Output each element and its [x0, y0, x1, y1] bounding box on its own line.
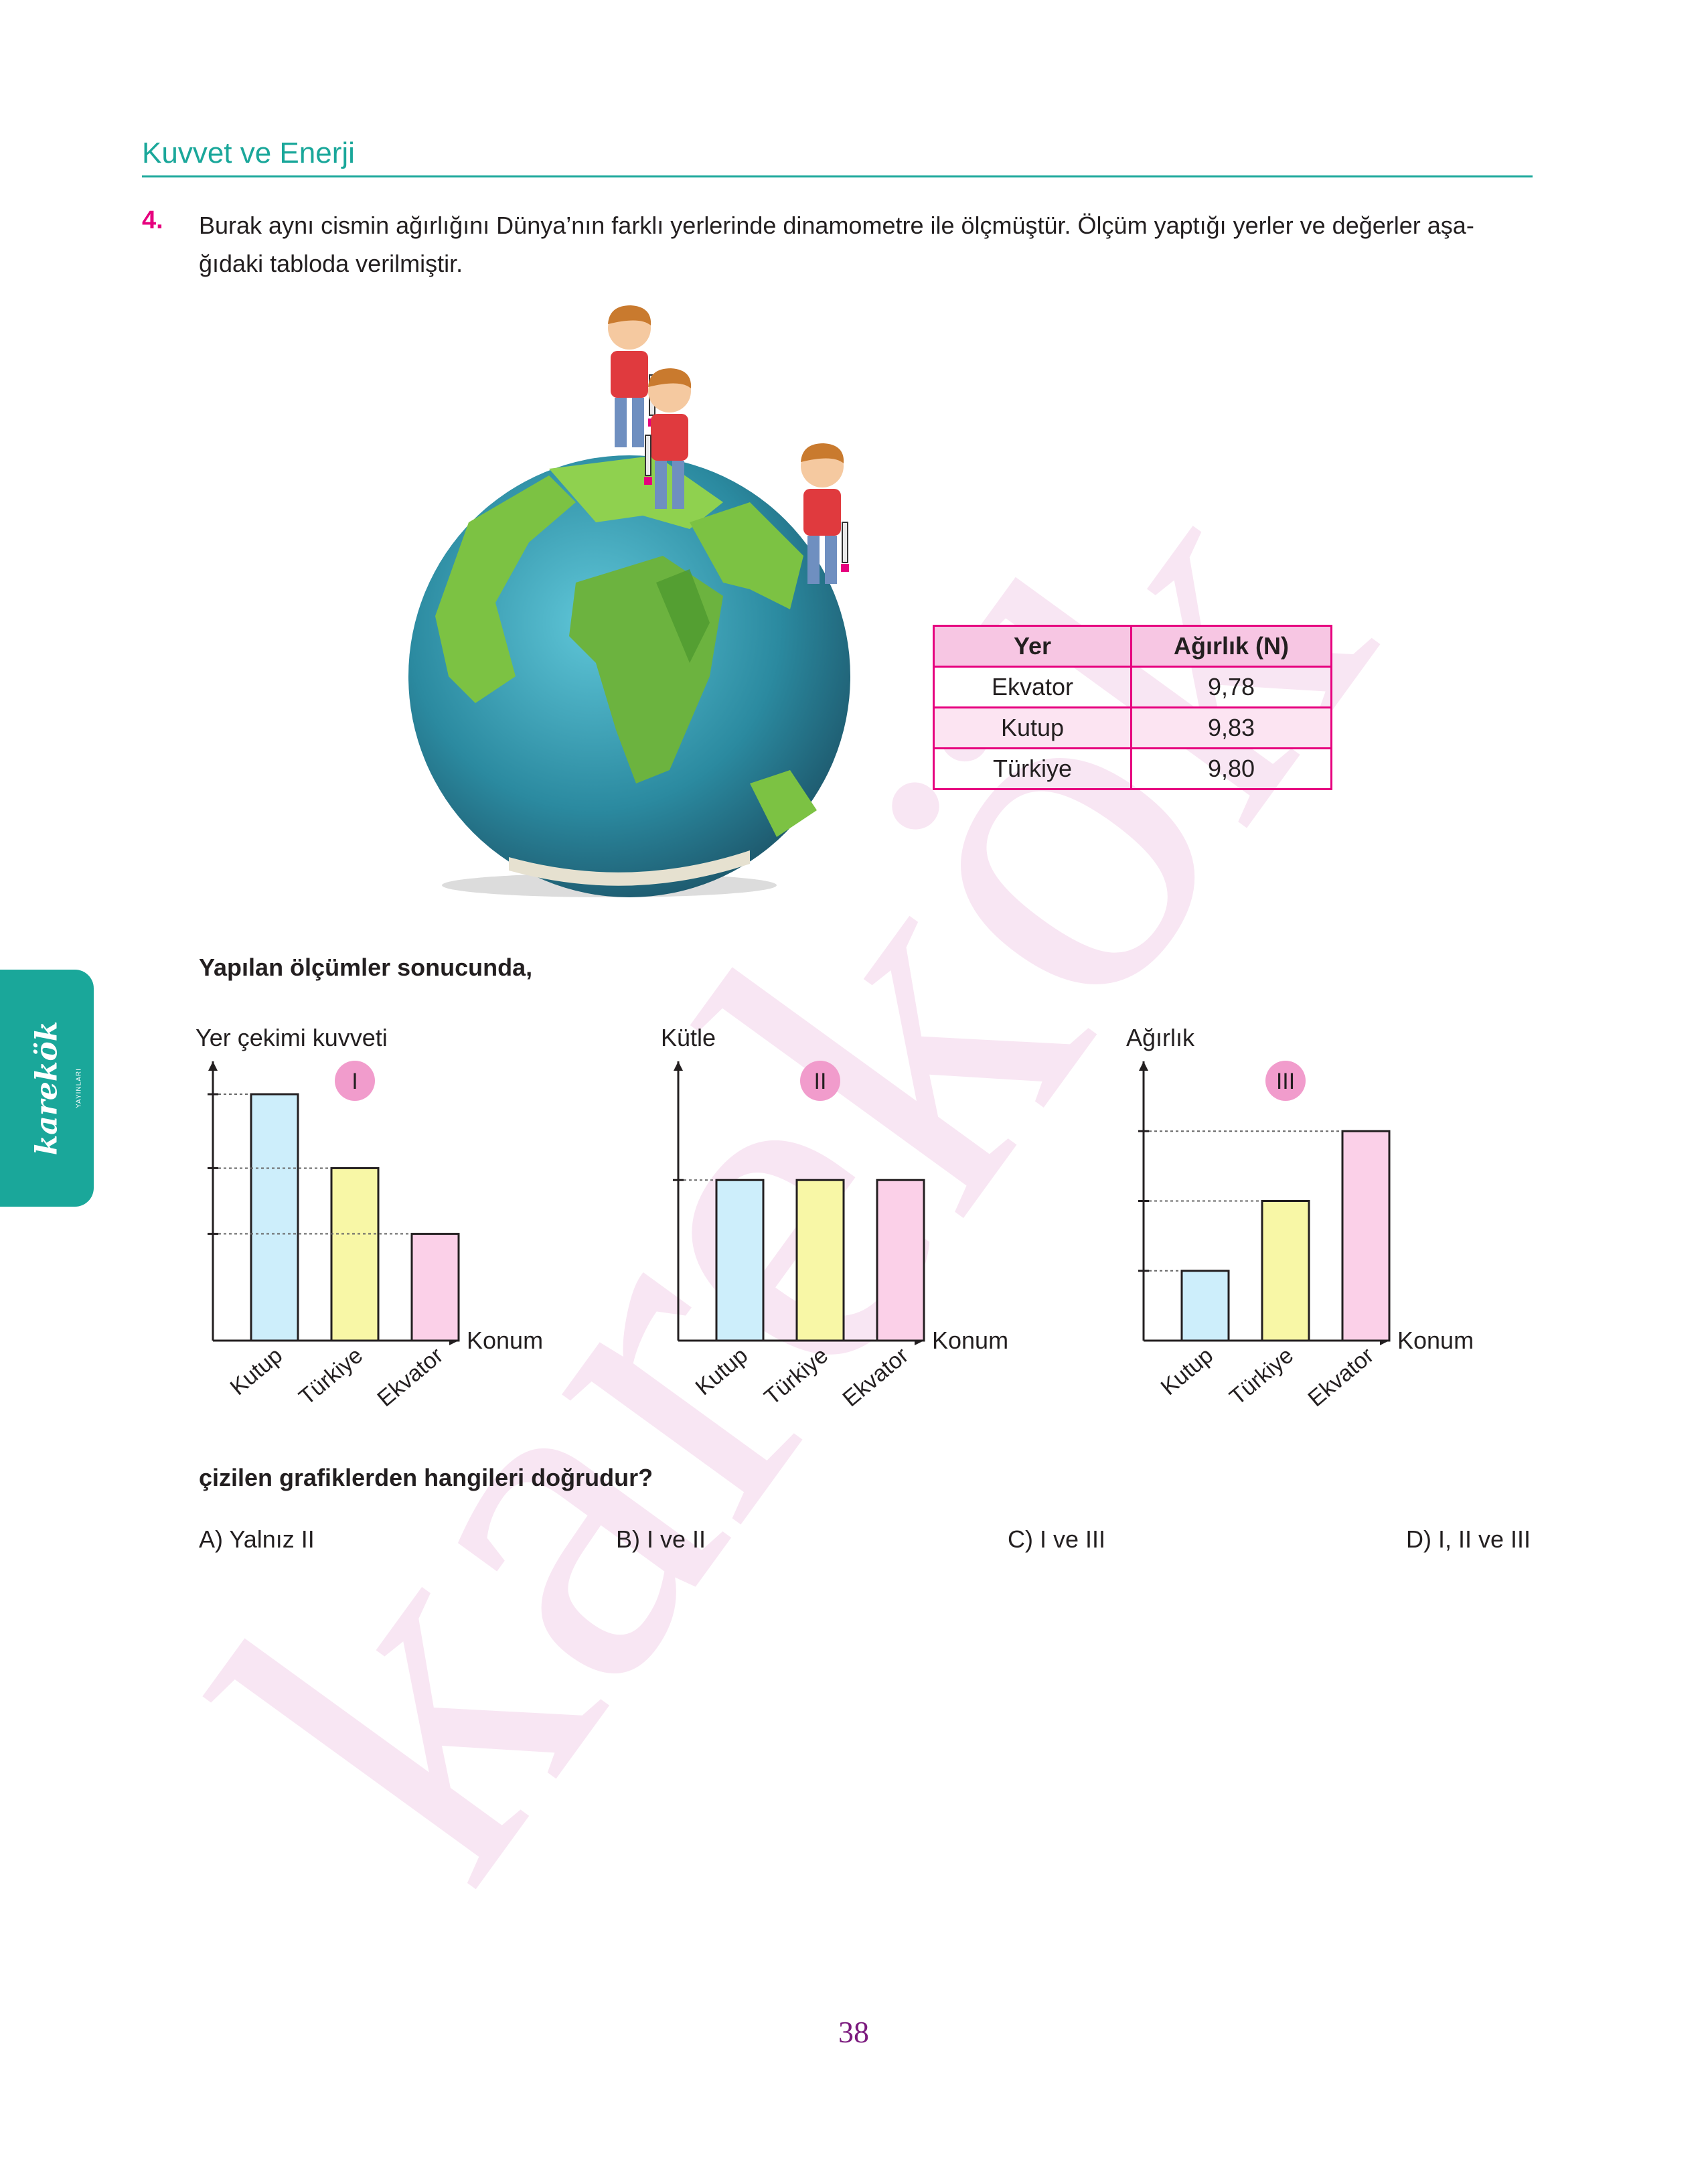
option-d[interactable]: D) I, II ve III	[1406, 1525, 1531, 1553]
weight-table: Yer Ağırlık (N) Ekvator 9,78 Kutup 9,83 …	[933, 625, 1332, 790]
y-axis-label: Yer çekimi kuvveti	[196, 1025, 388, 1051]
chart-badge-label: III	[1276, 1069, 1295, 1094]
x-tick-label: Kutup	[1156, 1343, 1218, 1400]
question-line: Burak aynı cismin ağırlığını Dünya’nın f…	[199, 212, 1474, 239]
option-c[interactable]: C) I ve III	[1008, 1525, 1106, 1553]
question-prompt: çizilen grafiklerden hangileri doğrudur?	[199, 1464, 653, 1491]
chart-badge	[335, 1061, 375, 1101]
x-tick-label: Ekvator	[372, 1343, 448, 1412]
x-tick-label: Türkiye	[1225, 1343, 1298, 1410]
chart-badge	[800, 1061, 840, 1101]
bar	[1341, 1130, 1391, 1342]
publisher-logo-subtext: YAYINLARI	[75, 1068, 83, 1108]
x-tick-label: Kutup	[691, 1343, 753, 1400]
x-tick-label: Ekvator	[838, 1343, 913, 1412]
bar	[250, 1093, 299, 1342]
table-row: Kutup 9,83	[933, 706, 1332, 749]
child-figure	[608, 305, 656, 447]
table-header-cell: Yer	[933, 625, 1132, 668]
y-axis-label: Ağırlık	[1126, 1025, 1195, 1051]
x-tick-label: Ekvator	[1303, 1343, 1379, 1412]
lead-text: Yapılan ölçümler sonucunda,	[199, 954, 533, 981]
section-title: Kuvvet ve Enerji	[142, 137, 355, 169]
bar	[715, 1179, 765, 1342]
child-figure	[801, 443, 849, 584]
table-header-cell: Ağırlık (N)	[1130, 625, 1332, 668]
header-rule	[142, 175, 1533, 177]
table-cell: Ekvator	[933, 666, 1132, 708]
x-tick-label: Türkiye	[759, 1343, 833, 1410]
bar	[1261, 1200, 1310, 1342]
x-axis-label: Konum	[932, 1327, 1008, 1354]
bar	[1180, 1270, 1230, 1342]
table-cell: 9,78	[1130, 666, 1332, 708]
option-b[interactable]: B) I ve II	[616, 1525, 706, 1553]
y-axis-arrow	[208, 1061, 218, 1071]
chart-3: Ağırlık III Konum Kutup Türkiye Ekvator	[1126, 1025, 1474, 1412]
table-cell: Kutup	[933, 706, 1132, 749]
x-tick-label: Türkiye	[294, 1343, 368, 1410]
y-axis-label: Kütle	[661, 1025, 716, 1051]
y-axis-arrow	[1139, 1061, 1148, 1071]
x-tick-label: Kutup	[226, 1343, 287, 1400]
x-axis-label: Konum	[1397, 1327, 1474, 1354]
child-figure	[644, 368, 692, 509]
option-a[interactable]: A) Yalnız II	[199, 1525, 315, 1553]
bar	[795, 1179, 845, 1342]
table-cell: 9,80	[1130, 747, 1332, 790]
publisher-logo-text: karekök	[29, 1021, 64, 1156]
table-header-row: Yer Ağırlık (N)	[933, 625, 1332, 668]
table-cell: 9,83	[1130, 706, 1332, 749]
chart-2: Kütle II Konum Kutup Türkiye Ekvator	[661, 1025, 1008, 1412]
table-row: Ekvator 9,78	[933, 666, 1332, 708]
x-axis-label: Konum	[467, 1327, 543, 1354]
table-row: Türkiye 9,80	[933, 747, 1332, 790]
table-cell: Türkiye	[933, 747, 1132, 790]
chart-1: Yer çekimi kuvveti I Konum Kutup Türkiye Ekva…	[196, 1025, 543, 1412]
bar	[876, 1179, 925, 1342]
chart-badge	[1265, 1061, 1306, 1101]
bar	[330, 1166, 380, 1342]
question-number: 4.	[142, 206, 163, 234]
globe-illustration	[408, 305, 850, 897]
question-line: ğıdaki tabloda verilmiştir.	[199, 250, 463, 277]
question-text: Burak aynı cismin ağırlığını Dünya’nın f…	[199, 206, 1533, 283]
chart-badge-label: II	[814, 1069, 827, 1094]
chart-badge-label: I	[352, 1069, 358, 1094]
bar	[410, 1233, 460, 1342]
publisher-side-tab: karekök YAYINLARI	[0, 970, 94, 1207]
y-axis-arrow	[674, 1061, 683, 1071]
page-number: 38	[838, 2015, 869, 2049]
